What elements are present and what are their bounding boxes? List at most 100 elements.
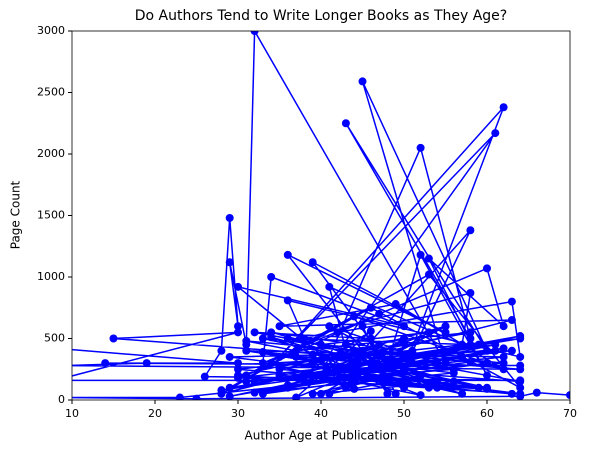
point-marker: [424, 328, 433, 337]
point-marker: [283, 296, 292, 305]
point-marker: [375, 365, 384, 374]
y-tick-label: 0: [58, 393, 65, 406]
point-marker: [341, 383, 350, 392]
point-marker: [466, 226, 475, 235]
point-marker: [234, 373, 242, 382]
y-axis-label: Page Count: [9, 180, 23, 249]
point-marker: [350, 384, 359, 393]
point-marker: [449, 377, 458, 386]
point-marker: [491, 129, 500, 138]
x-tick-label: 40: [314, 407, 328, 420]
point-marker: [317, 389, 325, 398]
point-marker: [466, 328, 475, 337]
point-marker: [416, 143, 425, 152]
point-marker: [333, 352, 342, 361]
series-line: [72, 31, 570, 400]
point-marker: [308, 389, 317, 398]
point-marker: [466, 334, 475, 343]
point-marker: [250, 388, 259, 397]
point-marker: [234, 365, 242, 374]
point-marker: [358, 322, 367, 331]
point-marker: [325, 389, 334, 398]
point-marker: [499, 322, 508, 331]
point-marker: [400, 339, 408, 348]
point-marker: [474, 383, 483, 392]
point-marker: [391, 389, 400, 398]
point-marker: [250, 328, 259, 337]
point-marker: [350, 346, 359, 355]
point-marker: [507, 316, 516, 325]
point-marker: [375, 309, 384, 318]
point-marker: [416, 371, 425, 380]
point-marker: [350, 312, 359, 321]
point-marker: [308, 258, 317, 267]
point-marker: [225, 258, 234, 267]
point-marker: [358, 352, 367, 361]
point-marker: [458, 389, 467, 398]
point-marker: [416, 250, 425, 259]
point-marker: [292, 346, 301, 355]
point-marker: [499, 344, 508, 353]
point-marker: [400, 383, 408, 392]
point-marker: [466, 357, 475, 366]
point-marker: [491, 346, 500, 355]
point-marker: [292, 352, 301, 361]
point-marker: [51, 344, 59, 352]
point-marker: [258, 334, 267, 343]
point-marker: [275, 362, 284, 371]
point-marker: [142, 359, 151, 368]
point-marker: [507, 389, 516, 398]
x-tick-label: 20: [148, 407, 162, 420]
point-marker: [325, 322, 334, 331]
point-marker: [391, 300, 400, 309]
point-marker: [441, 359, 450, 368]
x-tick-label: 10: [65, 407, 79, 420]
point-marker: [516, 377, 525, 386]
point-marker: [234, 322, 242, 331]
point-marker: [225, 213, 234, 222]
point-marker: [499, 103, 508, 112]
point-marker: [225, 392, 234, 400]
y-tick-label: 2000: [37, 147, 65, 160]
point-marker: [532, 388, 541, 397]
point-marker: [400, 322, 408, 331]
point-marker: [308, 359, 317, 368]
point-marker: [366, 334, 375, 343]
point-marker: [258, 389, 267, 398]
point-marker: [192, 394, 201, 400]
point-marker: [275, 371, 284, 380]
point-marker: [433, 359, 442, 368]
point-marker: [217, 346, 226, 355]
point-marker: [267, 273, 276, 281]
point-marker: [109, 334, 118, 343]
point-marker: [258, 359, 267, 368]
point-marker: [300, 377, 309, 386]
point-marker: [358, 77, 367, 86]
x-tick-label: 70: [563, 407, 577, 420]
point-marker: [491, 340, 500, 349]
point-marker: [483, 371, 491, 380]
point-marker: [483, 346, 491, 355]
point-marker: [433, 378, 442, 387]
point-marker: [449, 368, 458, 377]
point-marker: [283, 250, 292, 259]
point-marker: [242, 346, 251, 355]
point-marker: [474, 340, 483, 349]
point-marker: [516, 392, 525, 400]
point-marker: [366, 327, 375, 336]
point-marker: [225, 352, 234, 361]
y-tick-label: 1000: [37, 270, 65, 283]
point-marker: [408, 346, 417, 355]
y-tick-label: 1500: [37, 209, 65, 222]
point-marker: [507, 346, 516, 355]
point-marker: [217, 386, 226, 395]
point-marker: [400, 365, 408, 374]
point-marker: [350, 377, 359, 386]
point-marker: [366, 359, 375, 368]
point-marker: [325, 282, 334, 291]
point-marker: [507, 297, 516, 306]
point-marker: [516, 365, 525, 374]
point-marker: [51, 376, 59, 384]
